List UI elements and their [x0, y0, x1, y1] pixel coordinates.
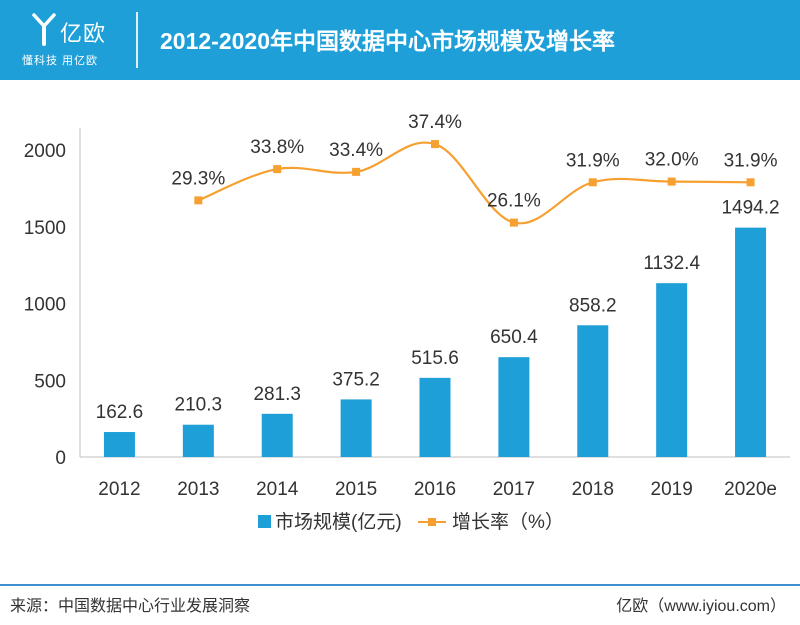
bar-value-label: 210.3	[175, 395, 223, 416]
growth-rate-label: 32.0%	[645, 150, 699, 171]
growth-rate-label: 33.4%	[329, 140, 383, 161]
x-tick-label: 2017	[493, 479, 535, 500]
header-banner: 亿欧 懂科技 用亿欧 2012-2020年中国数据中心市场规模及增长率	[0, 0, 800, 80]
bar	[103, 432, 135, 457]
bar-value-label: 1494.2	[721, 198, 779, 219]
yiou-logo-icon	[32, 13, 56, 46]
x-tick-label: 2013	[177, 479, 219, 500]
y-tick-label: 0	[55, 448, 66, 469]
bar	[656, 283, 688, 457]
legend-bar-label: 市场规模(亿元)	[275, 511, 402, 533]
growth-rate-label: 37.4%	[408, 112, 462, 133]
bar-value-label: 1132.4	[643, 253, 700, 274]
bar-value-label: 281.3	[253, 384, 301, 405]
line-series	[194, 140, 755, 227]
growth-rate-label: 33.8%	[250, 137, 304, 158]
growth-rate-marker	[588, 178, 597, 187]
x-tick-label: 2019	[651, 479, 693, 500]
chart-area: 0 500 1000 1500 2000 2012 2013 2014 2015 2016 2017…	[24, 112, 790, 533]
x-tick-label: 2016	[414, 479, 456, 500]
y-tick-label: 2000	[24, 141, 66, 162]
bar-value-label: 515.6	[411, 348, 459, 369]
header-divider	[136, 12, 138, 68]
x-tick-label: 2018	[572, 479, 614, 500]
chart-title: 2012-2020年中国数据中心市场规模及增长率	[160, 28, 615, 54]
legend-line-marker	[428, 518, 436, 526]
legend-line-label: 增长率（%）	[452, 511, 564, 533]
bar-value-label: 650.4	[490, 327, 538, 348]
growth-rate-label: 26.1%	[487, 191, 541, 212]
y-tick-label: 1000	[24, 295, 66, 316]
bar	[182, 424, 214, 457]
chart-legend: 市场规模(亿元) 增长率（%）	[258, 511, 564, 533]
chart-axes: 0 500 1000 1500 2000 2012 2013 2014 2015 2016 2017…	[24, 128, 790, 500]
growth-rate-label: 31.9%	[724, 150, 778, 171]
source-note: 来源：中国数据中心行业发展洞察	[10, 598, 251, 615]
data-labels: 162.6 210.3 281.3 375.2 515.6 650.4 858.2 1132.…	[96, 112, 780, 423]
x-tick-label: 2014	[256, 479, 299, 500]
growth-rate-marker	[746, 178, 755, 187]
growth-rate-line	[197, 141, 751, 225]
growth-rate-marker	[667, 177, 676, 186]
bar-value-label: 375.2	[332, 369, 380, 390]
growth-rate-marker	[273, 165, 282, 174]
growth-rate-marker	[431, 140, 439, 149]
y-tick-label: 1500	[24, 218, 66, 239]
growth-rate-label: 31.9%	[566, 150, 620, 171]
bar-value-label: 162.6	[96, 402, 144, 423]
footer-divider	[0, 584, 800, 586]
yiou-logo: 亿欧 懂科技 用亿欧	[18, 6, 118, 72]
bar	[735, 227, 767, 457]
x-tick-label: 2020e	[724, 479, 777, 500]
growth-rate-label: 29.3%	[171, 168, 225, 189]
legend-bar-swatch	[258, 515, 271, 528]
y-tick-label: 500	[34, 371, 66, 392]
bar	[261, 413, 293, 457]
bar	[340, 399, 372, 457]
growth-rate-marker	[194, 196, 203, 205]
growth-rate-marker	[509, 218, 518, 227]
credit-note: 亿欧（www.iyiou.com）	[616, 598, 786, 615]
logo-slogan: 懂科技 用亿欧	[22, 55, 99, 67]
x-tick-label: 2015	[335, 479, 377, 500]
logo-text: 亿欧	[60, 21, 107, 46]
growth-rate-marker	[352, 167, 361, 176]
x-tick-label: 2012	[98, 479, 140, 500]
bar	[419, 377, 451, 457]
bar	[498, 357, 530, 457]
bar	[577, 325, 609, 457]
bar-series	[103, 227, 767, 457]
bar-value-label: 858.2	[569, 295, 617, 316]
